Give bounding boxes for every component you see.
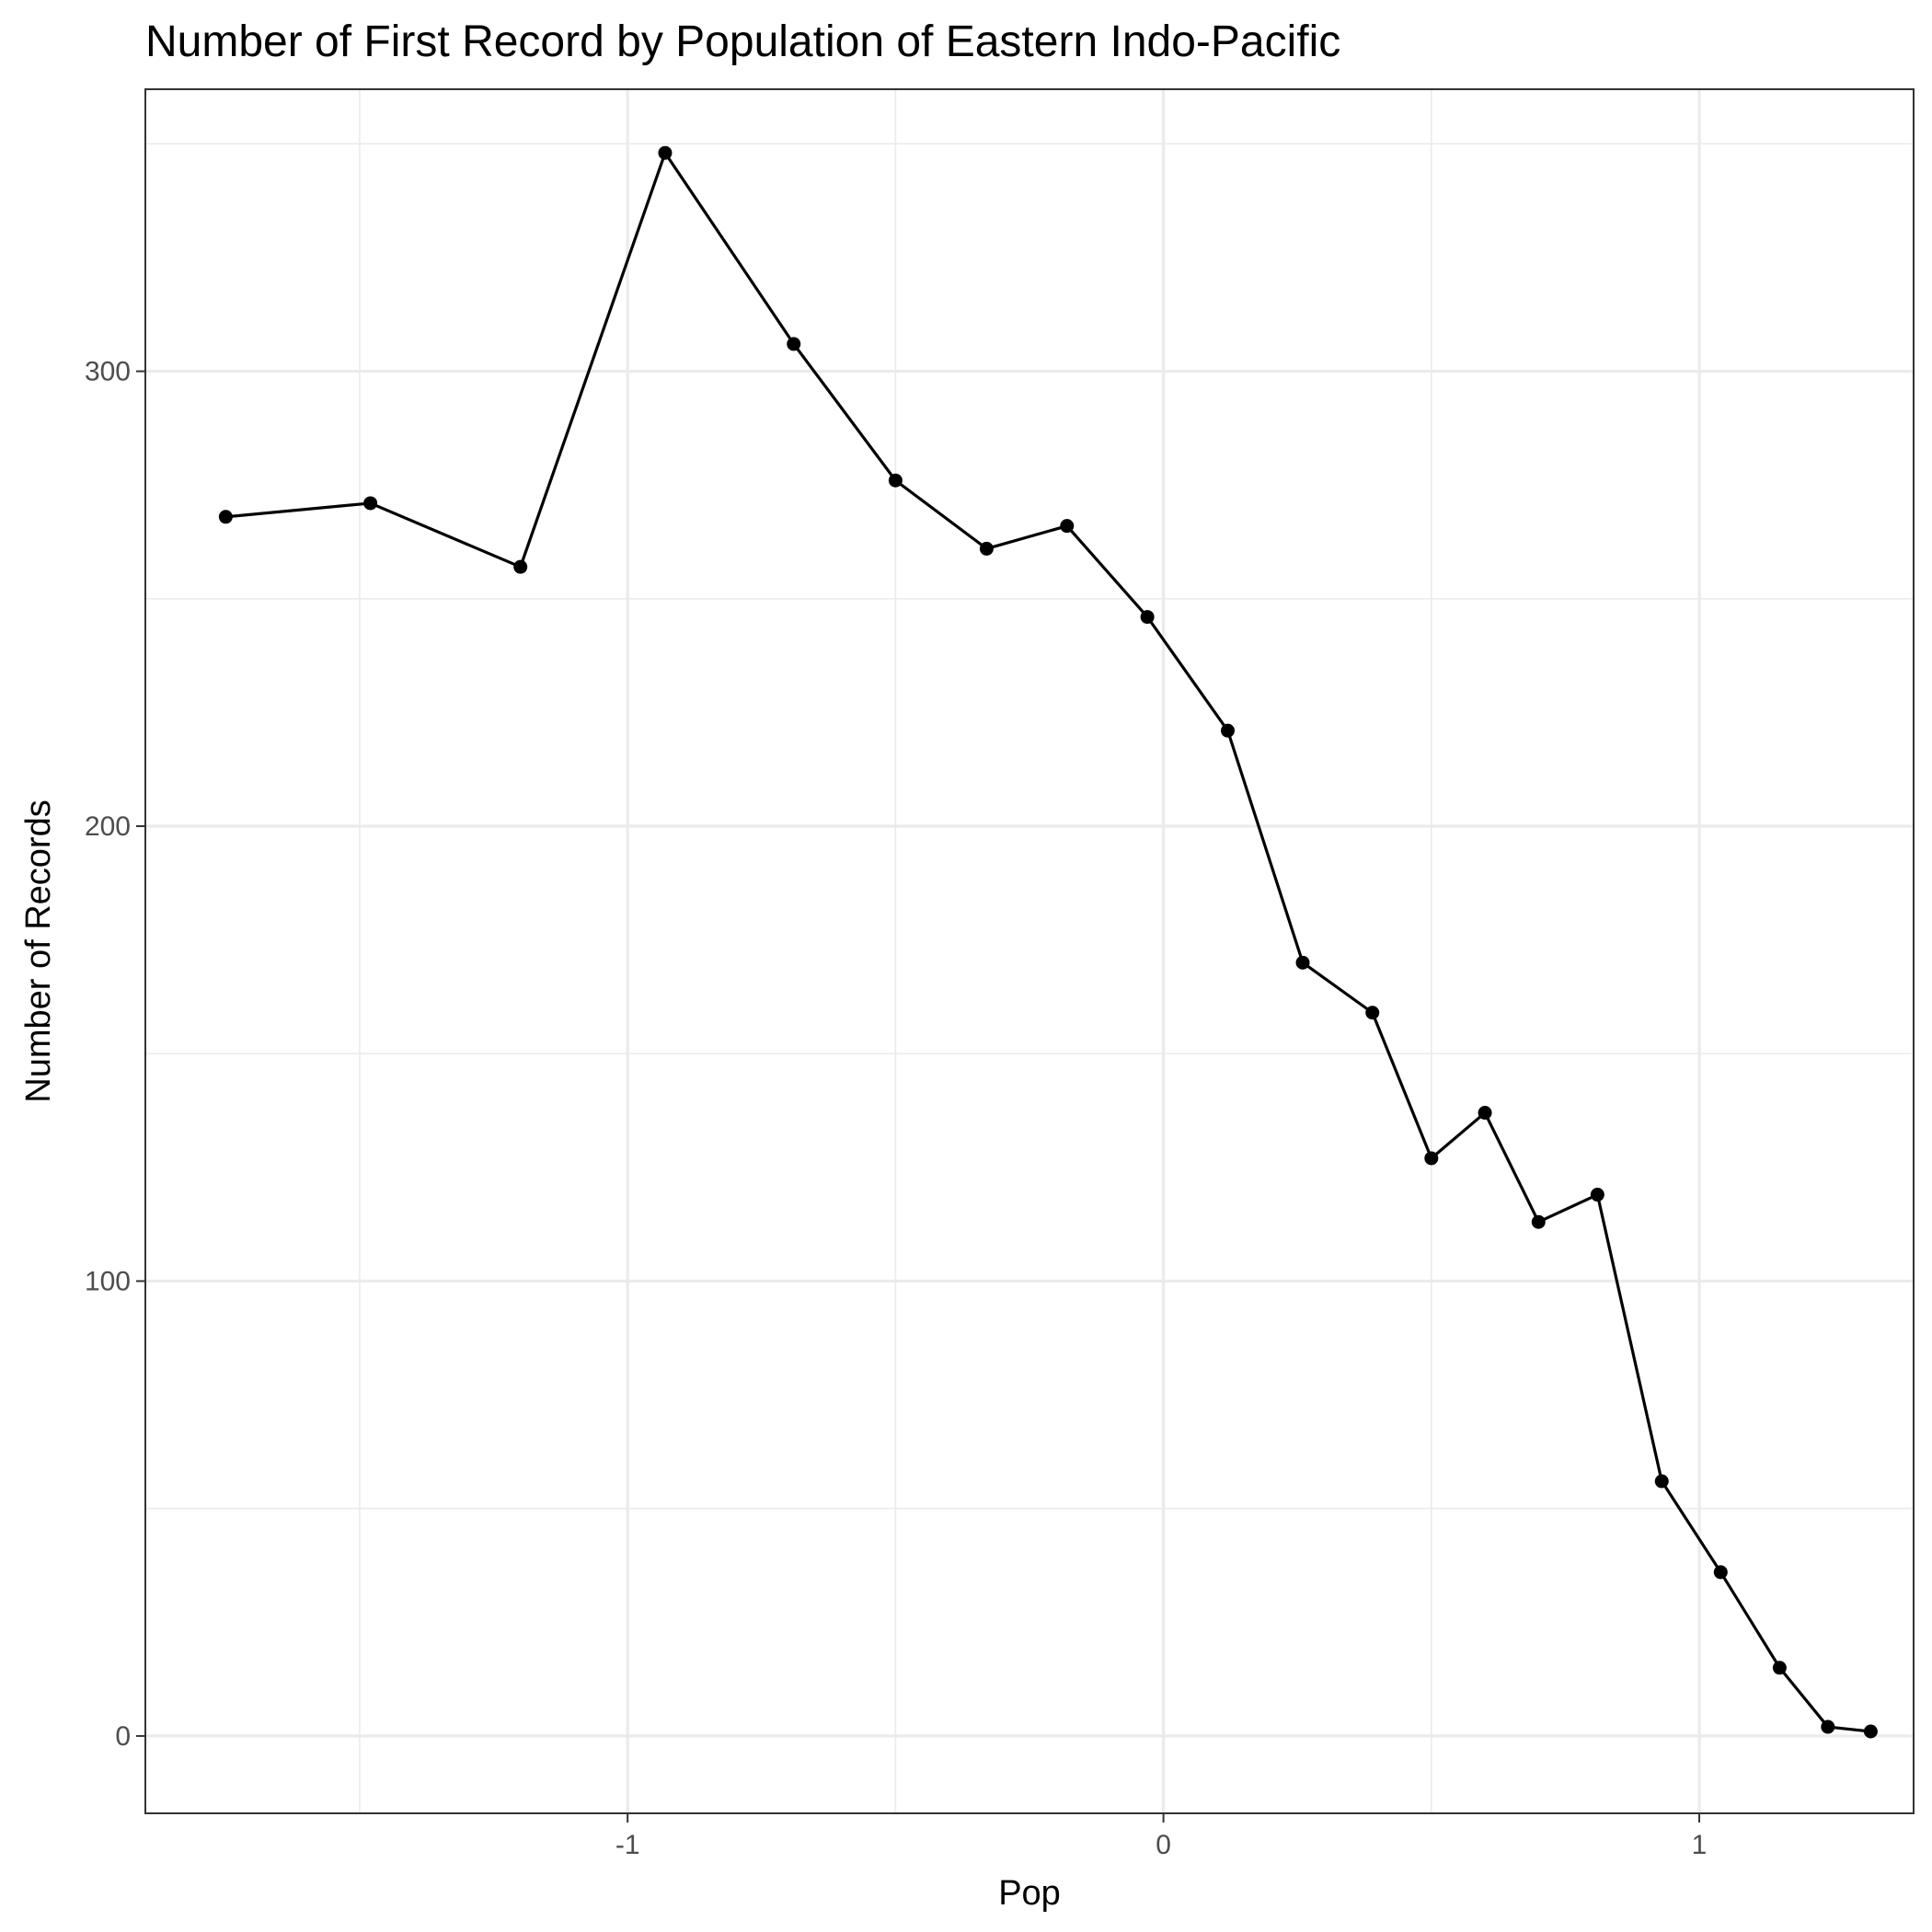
- x-tick-label: 1: [1692, 1830, 1708, 1860]
- series-points-group: [218, 145, 1878, 1739]
- data-point: [1772, 1661, 1787, 1675]
- x-axis-title: Pop: [998, 1874, 1061, 1913]
- data-point: [888, 473, 903, 488]
- data-point: [363, 496, 378, 511]
- plot-panel-border: [144, 88, 1915, 1814]
- minor-gridlines: [145, 89, 1914, 1813]
- x-tick-label: -1: [615, 1830, 640, 1860]
- data-point: [513, 559, 528, 574]
- y-tick-label: 300: [85, 357, 131, 387]
- data-point: [1821, 1719, 1835, 1734]
- y-axis-title: Number of Records: [19, 799, 58, 1102]
- data-point: [1590, 1188, 1604, 1202]
- chart-title: Number of First Record by Population of …: [145, 17, 1340, 66]
- data-point: [787, 337, 801, 351]
- data-point: [218, 510, 233, 524]
- major-gridlines: [145, 89, 1914, 1813]
- plot-panel: [145, 89, 1914, 1813]
- data-point: [1713, 1565, 1728, 1580]
- y-axis: 0 100 200 300: [85, 357, 145, 1752]
- data-point: [1531, 1214, 1546, 1229]
- data-point: [1220, 723, 1235, 738]
- data-point: [1424, 1151, 1439, 1166]
- data-point: [1140, 610, 1155, 625]
- x-tick-label: 0: [1156, 1830, 1171, 1860]
- y-tick-label: 0: [115, 1721, 131, 1752]
- data-point: [1863, 1724, 1878, 1739]
- data-point: [1478, 1106, 1492, 1121]
- data-point: [1365, 1006, 1380, 1020]
- x-axis: -1 0 1: [615, 1813, 1708, 1860]
- data-point: [1295, 955, 1310, 970]
- data-point: [1654, 1474, 1669, 1489]
- data-point: [658, 145, 673, 160]
- y-tick-label: 200: [85, 811, 131, 842]
- data-point: [979, 541, 994, 556]
- data-point: [1060, 519, 1075, 534]
- y-tick-label: 100: [85, 1266, 131, 1296]
